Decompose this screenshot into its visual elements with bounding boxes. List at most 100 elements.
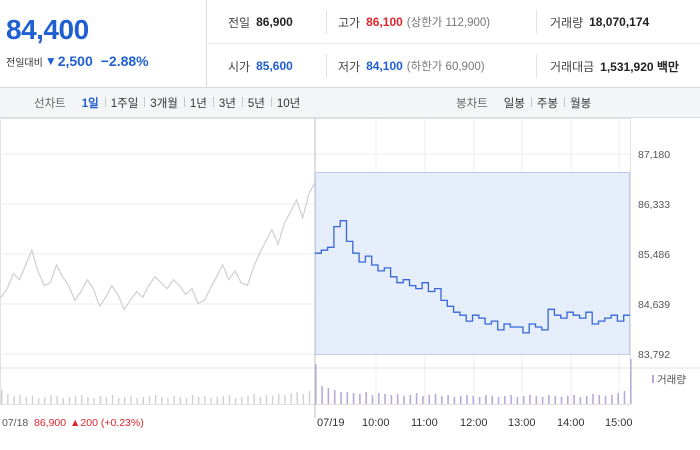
prev-volume-bar — [105, 397, 108, 404]
today-volume-bar — [548, 395, 550, 404]
prev-volume-bar — [1, 390, 3, 404]
prev-volume-bar — [87, 397, 89, 404]
today-range-border — [315, 172, 630, 355]
x-tick-label: 11:00 — [411, 417, 438, 429]
prev-volume-bar — [167, 398, 169, 404]
low-value: 84,100 — [366, 59, 403, 73]
prev-volume-bar — [19, 395, 21, 404]
today-volume-bar — [390, 395, 393, 404]
period-1d[interactable]: 1일 — [81, 98, 99, 110]
prev-volume-bar — [13, 396, 15, 404]
quote-grid: 전일 86,900 고가 86,100 (상한가 112,900) 거래량 18… — [208, 0, 700, 88]
prev-volume-bar — [222, 396, 225, 404]
prev-day-line — [0, 182, 316, 311]
low-label: 저가 — [338, 59, 361, 74]
prev-volume-bar — [37, 398, 40, 404]
y-tick-label: 84,639 — [638, 299, 670, 311]
today-volume-bar — [472, 396, 475, 404]
today-volume-bar — [315, 364, 317, 404]
prev-volume-bar — [296, 392, 298, 404]
candle-chart-title: 봉차트 — [456, 98, 488, 110]
today-volume-bar — [579, 397, 582, 404]
prev-volume-bar — [142, 397, 145, 404]
today-volume-bar — [617, 393, 619, 404]
prev-volume-bar — [93, 398, 95, 404]
today-volume-bar — [441, 396, 443, 404]
prev-volume-bar — [25, 397, 28, 404]
prev-volume-bar — [7, 394, 9, 404]
today-volume-bar — [510, 395, 512, 404]
divider — [536, 54, 537, 78]
prev-volume-bar — [44, 397, 46, 404]
today-volume-bar — [359, 394, 361, 404]
today-volume-bar — [352, 393, 355, 404]
prev-volume-bar — [271, 396, 274, 404]
prev-volume-bar — [234, 398, 237, 404]
prev-volume-bar — [31, 396, 34, 404]
today-volume-bar — [396, 394, 399, 404]
prev-volume-bar — [265, 395, 268, 404]
today-volume-bar — [459, 396, 462, 404]
x-tick-label: 14:00 — [557, 417, 585, 429]
prev-volume-bar — [111, 395, 114, 404]
period-5y[interactable]: 5년 — [241, 95, 271, 111]
period-3m[interactable]: 3개월 — [144, 95, 184, 111]
today-range-area — [315, 172, 630, 354]
prev-volume-bar — [191, 395, 194, 404]
today-volume-bar — [573, 395, 575, 404]
today-volume-bar — [428, 395, 430, 404]
x-tick-label: 12:00 — [460, 417, 488, 429]
current-price-box: 84,400 전일대비 ▼ 2,500 −2.88% — [0, 0, 207, 88]
line-chart-group: 선차트 1일 1주일 3개월 1년 3년 5년 10년 — [34, 88, 306, 118]
period-1y[interactable]: 1년 — [183, 95, 213, 111]
prev-volume-bar — [198, 397, 200, 404]
today-volume-bar — [384, 394, 386, 404]
today-volume-bar — [623, 391, 626, 404]
lower-limit: (하한가 60,900) — [406, 61, 485, 73]
prev-volume-bar — [284, 395, 286, 404]
quote-row-2: 시가 85,600 저가 84,100 (하한가 60,900) 거래대금 1,… — [208, 44, 700, 88]
prev-volume-bar — [62, 398, 64, 404]
candle-chart-group: 봉차트 일봉 주봉 월봉 — [456, 88, 597, 118]
today-volume-bar — [478, 397, 481, 404]
today-volume-bar — [567, 396, 569, 404]
today-volume-bar — [340, 392, 342, 404]
period-10y[interactable]: 10년 — [270, 95, 306, 111]
x-tick-label: 07/19 — [317, 417, 345, 429]
y-tick-label: 85,486 — [638, 249, 670, 261]
today-volume-bar — [504, 396, 506, 404]
prev-volume-bar — [204, 396, 206, 404]
today-price-line — [315, 220, 630, 334]
prev-volume-bar — [302, 394, 305, 404]
y-tick-label: 83,792 — [638, 349, 670, 361]
today-volume-bar — [327, 388, 330, 404]
prev-volume-bar — [148, 396, 151, 404]
candle-weekly[interactable]: 주봉 — [530, 95, 564, 111]
prev-volume-bar — [308, 391, 311, 404]
today-volume-bar — [466, 395, 468, 404]
volume-legend: 거래량 — [657, 374, 686, 386]
chart-toolbar: 선차트 1일 1주일 3개월 1년 3년 5년 10년 봉차트 일봉 주봉 월봉 — [0, 88, 700, 118]
volume-cell: 거래량 18,070,174 — [550, 0, 649, 44]
period-1w[interactable]: 1주일 — [104, 95, 145, 111]
today-volume-bar — [371, 395, 374, 404]
open-cell: 시가 85,600 — [228, 44, 293, 88]
price-chart[interactable]: 87,180 86,333 85,486 84,639 83,792 07/19 10:00… — [0, 118, 700, 450]
volume-legend-swatch — [652, 375, 654, 383]
period-3y[interactable]: 3년 — [212, 95, 242, 111]
prev-volume-bar — [124, 397, 126, 404]
today-volume-bar — [415, 393, 418, 404]
y-tick-label: 87,180 — [638, 149, 670, 161]
open-label: 시가 — [228, 59, 251, 74]
x-tick-label: 13:00 — [508, 417, 536, 429]
candle-daily[interactable]: 일봉 — [503, 98, 525, 110]
today-volume-bar — [598, 395, 601, 404]
change-value: 2,500 — [57, 53, 93, 69]
volume-value: 18,070,174 — [589, 15, 650, 29]
prev-close-value: 86,900 — [256, 15, 293, 29]
divider — [326, 10, 327, 34]
prev-volume-bar — [81, 395, 83, 404]
prev-volume-bar — [259, 397, 261, 404]
candle-monthly[interactable]: 월봉 — [564, 95, 597, 111]
line-chart-title: 선차트 — [34, 98, 66, 110]
